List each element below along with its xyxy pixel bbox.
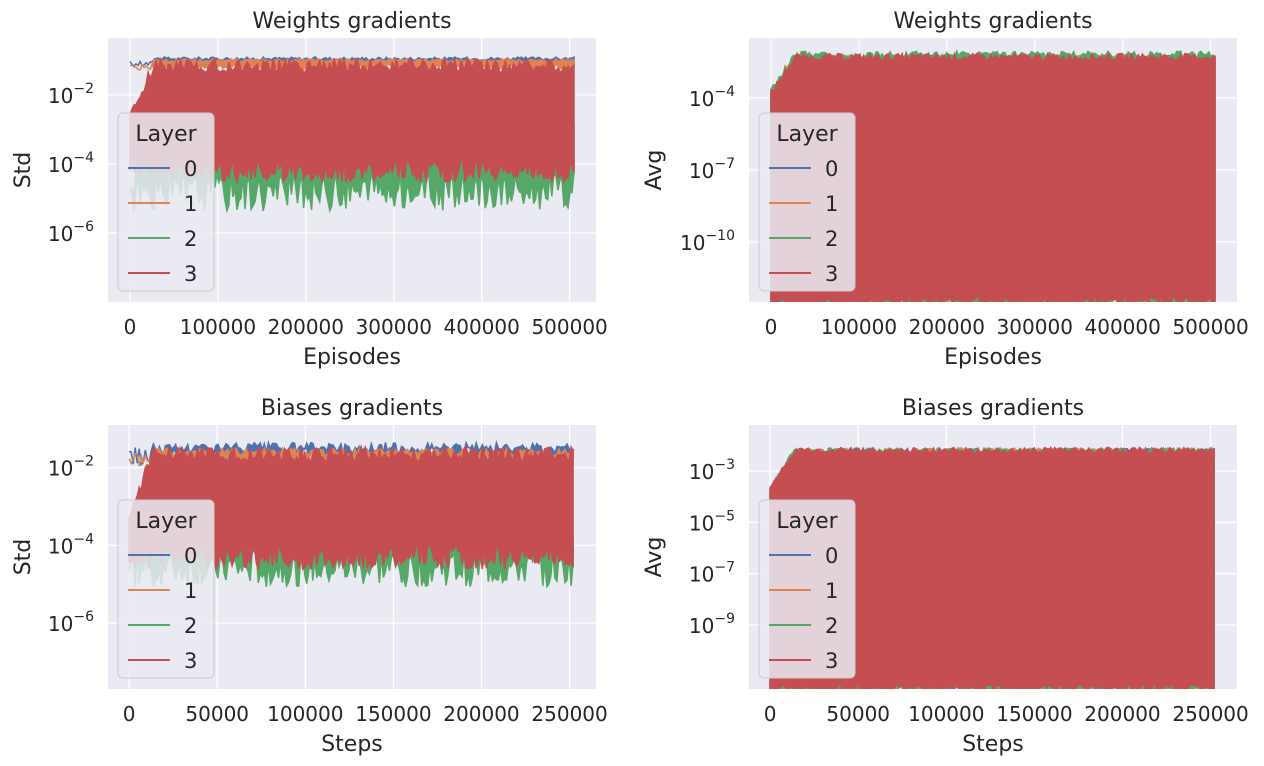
y-tick-label: 10−10 — [680, 228, 735, 255]
x-tick-label: 200000 — [443, 702, 519, 726]
x-tick-label: 150000 — [355, 702, 431, 726]
y-axis-label: Std — [11, 539, 36, 576]
legend-title: Layer — [135, 122, 197, 147]
legend: Layer 0 1 2 3 — [117, 112, 215, 292]
legend-label-1: 1 — [184, 192, 197, 216]
legend-label-0: 0 — [825, 544, 838, 568]
legend-label-2: 2 — [184, 227, 197, 251]
series-3-band — [128, 443, 574, 572]
chart-title: Biases gradients — [261, 396, 443, 421]
chart-title: Weights gradients — [252, 9, 451, 34]
legend-label-0: 0 — [184, 157, 197, 181]
legend-label-3: 3 — [184, 649, 197, 673]
chart-panel-1: 0 100000 200000 300000 400000 500000 10−10 10−7… — [642, 9, 1249, 370]
x-tick-label: 250000 — [531, 702, 607, 726]
x-tick-label: 200000 — [268, 315, 344, 339]
legend-label-2: 2 — [184, 614, 197, 638]
legend-label-1: 1 — [825, 579, 838, 603]
x-tick-label: 300000 — [356, 315, 432, 339]
y-tick-label: 10−5 — [689, 508, 735, 535]
series-group — [128, 439, 575, 589]
legend-label-3: 3 — [184, 262, 197, 286]
series-3-band — [129, 56, 575, 185]
y-tick-label: 10−4 — [48, 531, 94, 558]
y-tick-label: 10−2 — [48, 81, 94, 108]
chart-panel-0: 0 100000 200000 300000 400000 500000 10−6 10−4 1… — [11, 9, 608, 370]
x-tick-label: 200000 — [909, 315, 985, 339]
y-axis-label: Avg — [642, 537, 667, 578]
x-axis-label: Steps — [962, 732, 1024, 757]
x-tick-label: 300000 — [997, 315, 1073, 339]
chart-title: Biases gradients — [902, 396, 1084, 421]
x-axis-label: Steps — [321, 732, 383, 757]
series-group — [770, 49, 1216, 302]
x-tick-label: 100000 — [908, 702, 984, 726]
y-axis-label: Std — [11, 152, 36, 189]
legend-label-1: 1 — [825, 192, 838, 216]
x-tick-label: 0 — [123, 702, 136, 726]
series-group — [769, 445, 1215, 689]
series-3-band — [769, 445, 1215, 689]
chart-panel-2: 0 50000 100000 150000 200000 25000010−610−410… — [11, 396, 608, 757]
x-tick-label: 500000 — [531, 315, 607, 339]
y-tick-label: 10−7 — [689, 156, 735, 183]
x-tick-label: 150000 — [996, 702, 1072, 726]
y-tick-label: 10−6 — [48, 609, 94, 636]
x-tick-label: 400000 — [444, 315, 520, 339]
y-tick-label: 10−2 — [48, 454, 94, 481]
x-tick-label: 100000 — [821, 315, 897, 339]
legend-label-0: 0 — [825, 157, 838, 181]
legend-title: Layer — [776, 122, 838, 147]
legend-label-2: 2 — [825, 614, 838, 638]
y-tick-label: 10−3 — [689, 457, 735, 484]
chart-title: Weights gradients — [893, 9, 1092, 34]
x-axis-label: Episodes — [303, 345, 401, 370]
legend-label-3: 3 — [825, 649, 838, 673]
legend-label-3: 3 — [825, 262, 838, 286]
x-tick-label: 100000 — [180, 315, 256, 339]
x-tick-label: 50000 — [826, 702, 890, 726]
legend-title: Layer — [135, 509, 197, 534]
y-tick-label: 10−4 — [48, 150, 94, 177]
legend-label-0: 0 — [184, 544, 197, 568]
x-tick-label: 200000 — [1084, 702, 1160, 726]
legend-title: Layer — [776, 509, 838, 534]
legend: Layer 0 1 2 3 — [758, 112, 856, 292]
legend: Layer 0 1 2 3 — [758, 499, 856, 679]
y-tick-label: 10−9 — [689, 611, 735, 638]
legend-label-1: 1 — [184, 579, 197, 603]
x-tick-label: 50000 — [185, 702, 249, 726]
x-tick-label: 100000 — [267, 702, 343, 726]
series-group — [129, 55, 575, 214]
legend-label-2: 2 — [825, 227, 838, 251]
x-axis-label: Episodes — [944, 345, 1042, 370]
legend: Layer 0 1 2 3 — [117, 499, 215, 679]
y-axis-label: Avg — [642, 150, 667, 191]
x-tick-label: 400000 — [1085, 315, 1161, 339]
x-tick-label: 250000 — [1172, 702, 1248, 726]
x-tick-label: 0 — [764, 702, 777, 726]
chart-panel-3: 0 50000 100000 150000 200000 25000010−910−710… — [642, 396, 1249, 757]
x-tick-label: 0 — [765, 315, 778, 339]
x-tick-label: 500000 — [1172, 315, 1248, 339]
y-tick-label: 10−4 — [689, 84, 735, 111]
x-tick-label: 0 — [124, 315, 137, 339]
y-tick-label: 10−7 — [689, 560, 735, 587]
series-3-band — [770, 51, 1216, 302]
y-tick-label: 10−6 — [48, 219, 94, 246]
